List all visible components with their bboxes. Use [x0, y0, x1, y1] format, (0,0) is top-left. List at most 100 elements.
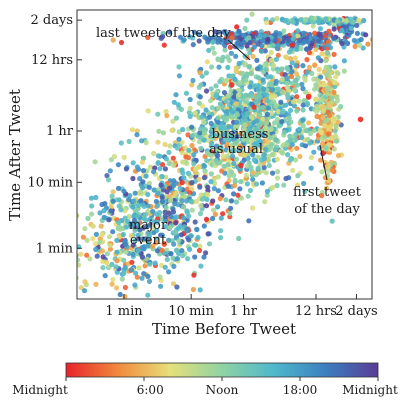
data-point	[223, 197, 229, 203]
data-point	[243, 77, 249, 83]
data-point	[237, 186, 243, 192]
data-point	[179, 248, 185, 254]
data-point	[162, 213, 168, 219]
data-point	[213, 158, 219, 164]
data-point	[363, 32, 369, 38]
data-point	[264, 111, 270, 117]
data-point	[82, 226, 88, 232]
data-point	[297, 126, 303, 132]
data-point	[307, 31, 313, 38]
data-point	[102, 201, 108, 207]
data-point	[130, 160, 136, 166]
data-point	[289, 69, 295, 75]
data-point	[130, 175, 136, 182]
data-point	[175, 225, 181, 231]
data-point	[308, 154, 314, 160]
data-point	[254, 0, 259, 4]
data-point	[166, 269, 172, 275]
data-point	[93, 241, 99, 247]
data-point	[123, 224, 130, 230]
data-point	[175, 102, 181, 108]
data-point	[289, 60, 295, 66]
data-point	[83, 307, 88, 312]
annotation-business: business	[212, 127, 269, 142]
data-point	[122, 284, 128, 291]
data-point	[94, 253, 100, 259]
data-point	[194, 226, 200, 233]
data-point	[272, 120, 278, 126]
data-point	[313, 46, 319, 53]
data-point	[251, 157, 257, 163]
data-point	[267, 81, 273, 87]
data-point	[168, 197, 174, 203]
colorbar-label: 18:00	[283, 383, 318, 397]
data-point	[130, 204, 136, 210]
data-point	[131, 198, 137, 204]
data-point	[191, 161, 197, 167]
data-point	[173, 229, 179, 236]
data-point	[89, 211, 95, 217]
data-point	[208, 120, 214, 126]
data-point	[306, 120, 312, 126]
data-point	[313, 82, 319, 88]
data-point	[242, 61, 248, 67]
data-point	[232, 124, 239, 130]
data-point	[145, 237, 151, 243]
data-point	[272, 93, 278, 99]
data-point	[197, 184, 203, 190]
data-point	[290, 99, 297, 105]
data-point	[229, 35, 235, 41]
data-point	[335, 18, 341, 24]
data-point	[84, 237, 90, 243]
data-point	[94, 322, 99, 327]
data-point	[275, 108, 281, 115]
data-point	[189, 207, 195, 213]
data-point	[158, 283, 164, 289]
data-point	[180, 159, 186, 165]
data-point	[149, 243, 156, 249]
data-point	[289, 142, 295, 148]
data-point	[265, 139, 271, 145]
data-point	[171, 281, 177, 287]
data-point	[249, 146, 255, 152]
data-point	[175, 145, 181, 151]
data-point	[295, 33, 301, 39]
data-point	[128, 233, 134, 239]
data-point	[224, 153, 230, 159]
data-point	[222, 47, 228, 53]
data-point	[117, 291, 123, 298]
data-point	[348, 25, 354, 31]
data-point	[223, 31, 230, 38]
data-point	[389, 34, 394, 39]
data-point	[121, 257, 127, 263]
data-point	[329, 218, 335, 224]
data-point	[173, 115, 179, 121]
data-point	[186, 237, 192, 243]
data-point	[155, 153, 161, 159]
data-point	[167, 29, 173, 35]
data-point	[323, 16, 329, 22]
data-point	[270, 170, 276, 176]
data-point	[270, 17, 276, 23]
data-point	[77, 257, 81, 263]
data-point	[302, 188, 308, 195]
data-point	[205, 36, 211, 42]
data-point	[185, 155, 192, 161]
data-point	[151, 230, 157, 236]
data-point	[211, 186, 217, 192]
data-point	[171, 178, 177, 184]
data-point	[198, 192, 204, 198]
data-point	[198, 203, 204, 209]
data-point	[335, 119, 341, 125]
data-point	[274, 182, 280, 189]
data-point	[162, 141, 168, 148]
data-point	[204, 203, 210, 209]
data-point	[231, 94, 237, 100]
data-point	[166, 161, 172, 167]
data-point	[222, 125, 228, 131]
data-point	[304, 57, 310, 63]
data-point	[191, 29, 198, 35]
data-point	[247, 84, 253, 90]
data-point	[314, 108, 320, 114]
